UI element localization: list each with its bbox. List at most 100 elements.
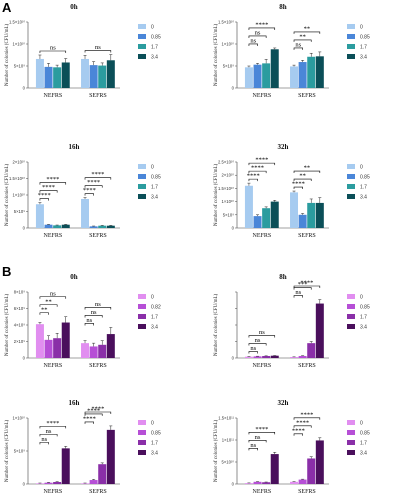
y-tick-label: 1×10¹⁰	[12, 193, 25, 198]
y-tick-label: 1.5×10¹¹	[218, 416, 234, 421]
bar	[298, 356, 307, 358]
bar	[53, 338, 62, 358]
bar	[290, 66, 299, 88]
bar	[298, 214, 307, 228]
y-axis-label: Number of colonies (CFU/mL)	[214, 293, 219, 356]
significance-label: ****	[300, 280, 313, 287]
bar	[89, 480, 98, 484]
legend-swatch	[347, 34, 355, 39]
significance-bracket	[293, 47, 303, 50]
legend-label: 3.4	[151, 325, 158, 331]
legend-label: 3.4	[360, 55, 367, 61]
x-tick-label: NEFRS	[252, 233, 271, 239]
bar	[290, 481, 299, 484]
significance-label: ****	[300, 411, 313, 418]
chart-title: 8h	[279, 3, 287, 11]
significance-label: ns	[46, 428, 52, 435]
significance-label: **	[299, 33, 306, 40]
legend-swatch	[138, 164, 146, 169]
y-tick-label: 5×10⁹	[14, 64, 25, 69]
legend-label: 0	[151, 165, 154, 171]
significance-bracket	[248, 27, 276, 30]
chart-title: 0h	[70, 3, 78, 11]
bar	[35, 324, 44, 358]
bar	[270, 355, 279, 358]
legend-swatch	[347, 420, 355, 425]
bar	[106, 225, 115, 228]
legend-label: 0.85	[360, 431, 370, 437]
x-tick-label: SEFRS	[298, 489, 316, 495]
bar	[89, 226, 98, 228]
significance-label: ****	[91, 171, 104, 178]
x-tick-label: SEFRS	[298, 93, 316, 99]
legend-label: 3.4	[360, 451, 367, 457]
legend-swatch	[138, 450, 146, 455]
bar	[307, 202, 316, 228]
bar	[307, 458, 316, 484]
bar	[253, 216, 262, 228]
y-tick-label: 0	[232, 86, 235, 91]
chart-title: 32h	[278, 143, 289, 151]
y-axis-label: Number of colonies (CFU/mL)	[5, 23, 10, 86]
bar	[81, 58, 90, 88]
legend-swatch	[347, 314, 355, 319]
x-tick-label: SEFRS	[89, 489, 107, 495]
bar	[253, 356, 262, 358]
significance-label: ****	[83, 187, 96, 194]
significance-bracket	[39, 190, 58, 193]
bar	[244, 67, 253, 88]
significance-label: **	[41, 306, 48, 313]
bar	[315, 303, 324, 358]
y-tick-label: 4×10⁹	[14, 323, 25, 328]
significance-bracket	[293, 295, 303, 298]
significance-label: **	[304, 165, 311, 172]
y-axis-label: Number of colonies (CFU/mL)	[214, 23, 219, 86]
y-tick-label: 5×10⁹	[14, 449, 25, 454]
significance-bracket	[293, 285, 321, 288]
x-tick-label: NEFRS	[252, 489, 271, 495]
bar	[307, 343, 316, 358]
bar	[262, 356, 271, 358]
bar	[81, 343, 90, 358]
bar	[307, 56, 316, 88]
significance-label: ****	[46, 176, 59, 183]
significance-bracket	[248, 170, 267, 174]
significance-bracket	[248, 343, 267, 346]
legend-swatch	[347, 440, 355, 445]
significance-label: ****	[255, 21, 268, 28]
bar	[298, 479, 307, 484]
bar	[244, 185, 253, 228]
significance-bracket	[84, 185, 103, 188]
bar	[44, 224, 53, 228]
bar	[98, 225, 107, 228]
bar	[315, 56, 324, 88]
significance-bracket	[293, 287, 312, 290]
y-tick-label: 2.5×10¹⁰	[218, 160, 234, 165]
significance-label: ns	[250, 345, 256, 352]
panel-letter-b: B	[2, 264, 11, 279]
significance-label: ns	[250, 442, 256, 449]
legend-swatch	[138, 294, 146, 299]
significance-label: ****	[292, 181, 305, 188]
legend-swatch	[347, 184, 355, 189]
bar	[253, 481, 262, 484]
legend-swatch	[347, 24, 355, 29]
chart-title: 16h	[69, 399, 80, 407]
x-tick-label: NEFRS	[252, 363, 271, 369]
legend-swatch	[138, 24, 146, 29]
significance-label: ns	[41, 436, 47, 443]
y-tick-label: 6×10⁹	[14, 306, 25, 311]
legend-label: 1.7	[360, 45, 367, 51]
legend-swatch	[347, 430, 355, 435]
y-tick-label: 0	[232, 226, 235, 231]
legend-label: 1.7	[151, 315, 158, 321]
bar	[262, 63, 271, 88]
bar	[81, 198, 90, 228]
bar	[35, 58, 44, 88]
legend-label: 0	[360, 295, 363, 301]
significance-label: ns	[255, 337, 261, 344]
significance-label: ****	[91, 406, 104, 413]
significance-label: ns	[295, 41, 301, 48]
